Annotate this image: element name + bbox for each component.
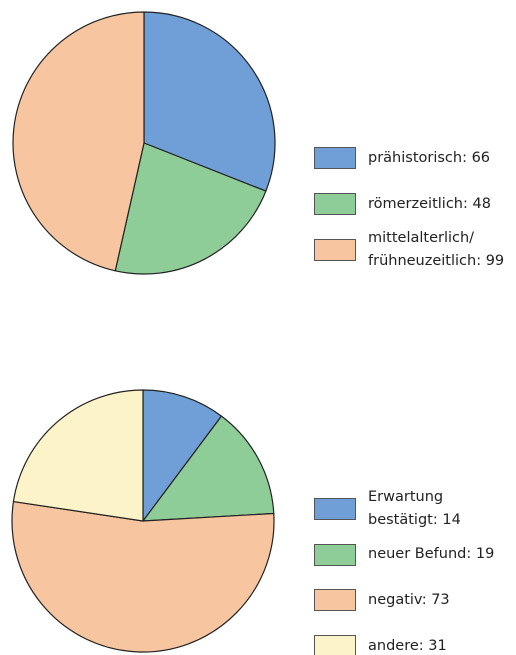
- pie-slice: [142, 415, 275, 522]
- legend-item: andere: 31: [314, 634, 447, 655]
- legend-swatch: [314, 147, 356, 169]
- pie-slice: [114, 142, 267, 275]
- legend-item: mittelalterlich/ frühneuzeitlich: 99: [314, 230, 504, 269]
- legend-item: prähistorisch: 66: [314, 146, 490, 170]
- legend-item: negativ: 73: [314, 588, 450, 612]
- pie-slice: [11, 500, 275, 653]
- pie-slice: [142, 389, 223, 522]
- legend-item: neuer Befund: 19: [314, 543, 494, 567]
- legend-item: Erwartung bestätigt: 14: [314, 489, 461, 528]
- legend-label: mittelalterlich/ frühneuzeitlich: 99: [368, 230, 505, 269]
- legend-swatch: [314, 589, 356, 612]
- legend-swatch: [314, 193, 356, 215]
- legend-label: negativ: 73: [368, 591, 450, 608]
- legend-swatch: [314, 239, 356, 261]
- legend-label: Erwartung bestätigt: 14: [368, 489, 461, 528]
- legend-swatch: [314, 543, 356, 566]
- legend-label: römerzeitlich: 48: [368, 195, 491, 212]
- pie-slice: [143, 11, 276, 192]
- pie-slice: [12, 389, 144, 522]
- legend-label: andere: 31: [368, 637, 447, 654]
- legend-label: prähistorisch: 66: [368, 149, 491, 166]
- legend-swatch: [314, 635, 356, 655]
- legend-swatch: [314, 498, 356, 520]
- legend-item: römerzeitlich: 48: [314, 192, 491, 216]
- legend-label: neuer Befund: 19: [368, 546, 495, 563]
- pie-slice: [12, 11, 145, 272]
